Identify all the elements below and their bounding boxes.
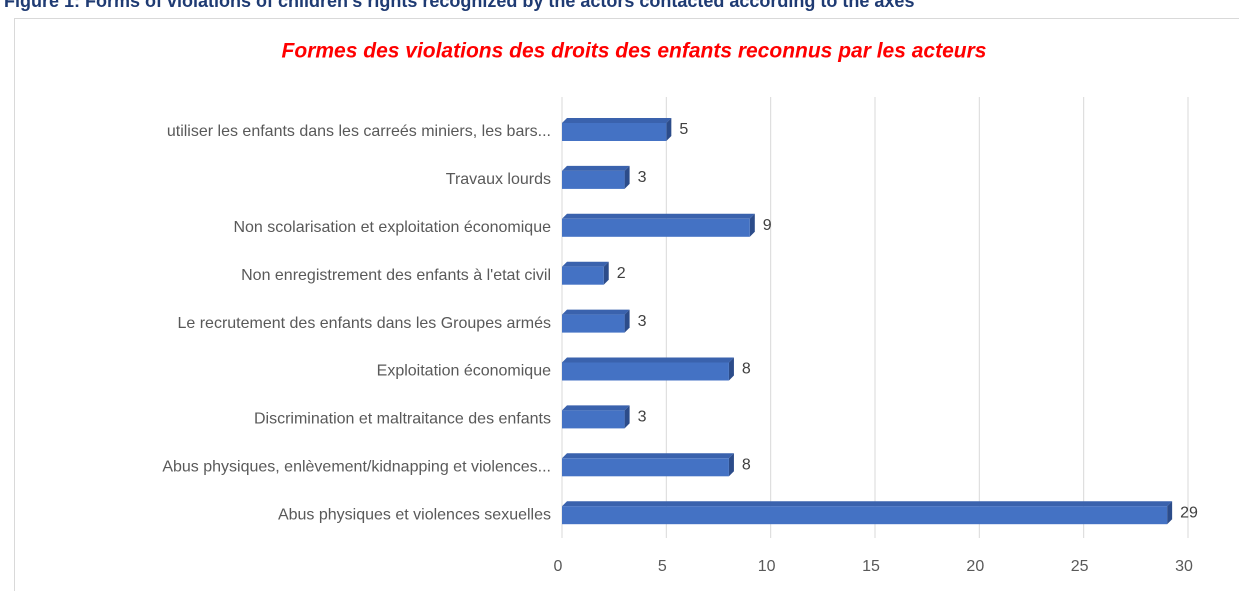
bar-face	[728, 453, 734, 477]
bar-face	[562, 458, 729, 477]
bar-face	[562, 410, 625, 429]
bar-face	[624, 309, 630, 333]
x-tick-label: 10	[758, 558, 776, 575]
x-tick-label: 30	[1175, 558, 1193, 575]
bar-face	[562, 261, 609, 267]
data-label: 8	[742, 457, 751, 474]
bar-face	[624, 405, 630, 429]
figure-caption: Figure 1: Forms of violations of childre…	[4, 0, 914, 11]
y-tick-label: Discrimination et maltraitance des enfan…	[254, 411, 551, 428]
bar	[562, 453, 734, 477]
bar-face	[562, 213, 755, 219]
bar-face	[749, 213, 755, 237]
bar-face	[562, 218, 750, 237]
y-tick-label: Non scolarisation et exploitation économ…	[233, 219, 551, 236]
bar-face	[562, 314, 625, 333]
data-label: 8	[742, 361, 751, 378]
bar-face	[728, 357, 734, 381]
bar-face	[562, 501, 1173, 507]
y-tick-label: Travaux lourds	[446, 171, 551, 188]
bar-face	[562, 309, 630, 315]
data-label: 3	[638, 409, 647, 426]
data-label: 29	[1180, 504, 1198, 521]
bar-face	[624, 165, 630, 189]
y-tick-label: Abus physiques et violences sexuelles	[278, 506, 551, 523]
bar-face	[562, 170, 625, 189]
data-label: 5	[679, 121, 688, 138]
bar-face	[562, 118, 672, 123]
chart-frame	[14, 18, 1239, 591]
bar	[562, 261, 609, 285]
bar-face	[666, 118, 672, 141]
data-label: 3	[638, 169, 647, 186]
x-tick-label: 25	[1071, 558, 1089, 575]
bar-face	[1167, 501, 1173, 525]
chart-title: Formes des violations des droits des enf…	[282, 40, 987, 63]
bar-face	[562, 405, 630, 411]
y-tick-label: Non enregistrement des enfants à l'etat …	[241, 267, 551, 284]
bar-face	[562, 362, 729, 381]
x-tick-label: 20	[966, 558, 984, 575]
y-tick-label: Abus physiques, enlèvement/kidnapping et…	[162, 459, 551, 476]
bar-face	[562, 266, 604, 285]
bar-face	[562, 506, 1168, 525]
x-tick-label: 0	[554, 558, 563, 575]
bar	[562, 357, 734, 381]
bar-face	[562, 357, 734, 363]
bar	[562, 501, 1173, 525]
y-tick-label: Le recrutement des enfants dans les Grou…	[177, 315, 551, 332]
bar	[562, 213, 755, 237]
bar-face	[562, 123, 667, 141]
bar-face	[562, 453, 734, 459]
data-label: 3	[638, 313, 647, 330]
x-tick-label: 5	[658, 558, 667, 575]
bar	[562, 118, 672, 141]
y-tick-label: utiliser les enfants dans les carreés mi…	[167, 123, 551, 140]
bar-face	[562, 165, 630, 171]
y-tick-label: Exploitation économique	[377, 363, 551, 380]
bar-face	[603, 261, 609, 285]
bar	[562, 309, 630, 333]
x-tick-label: 15	[862, 558, 880, 575]
data-label: 2	[617, 265, 626, 282]
data-label: 9	[763, 217, 772, 234]
bar	[562, 165, 630, 189]
bar	[562, 405, 630, 429]
